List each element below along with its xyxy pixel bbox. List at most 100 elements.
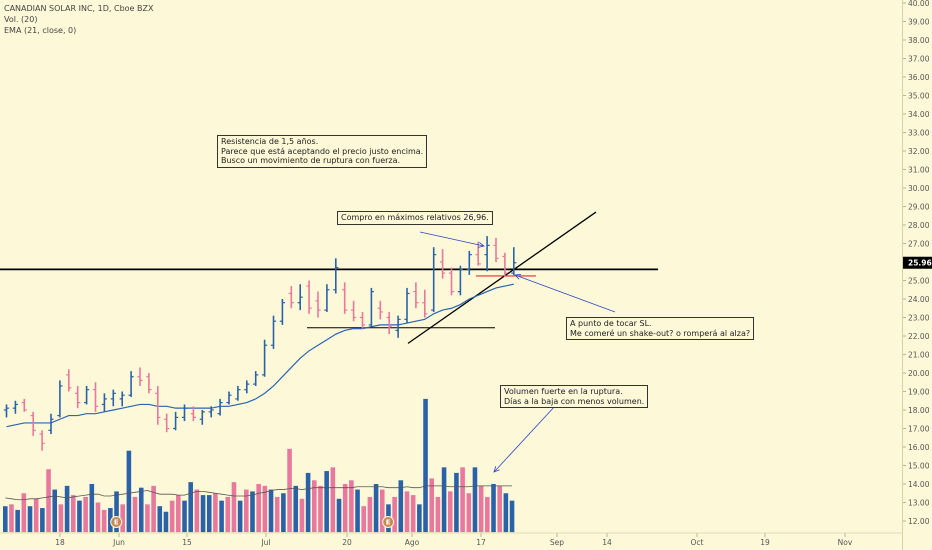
volume-bar — [114, 491, 119, 533]
volume-bar — [379, 489, 385, 533]
ohlc-bar — [466, 250, 472, 275]
price-tick-label: 25.00 — [908, 277, 930, 286]
volume-bar — [293, 485, 299, 533]
ohlc-bar — [199, 410, 205, 425]
ohlc-bar — [48, 413, 54, 435]
price-tick-label: 38.00 — [908, 36, 930, 45]
price-tick-label: 29.00 — [908, 203, 930, 212]
time-tick-label: Oct — [691, 538, 704, 547]
volume-bar — [447, 491, 453, 533]
stop-loss-arrow-shaft — [514, 274, 616, 313]
time-tick-label: Sep — [550, 538, 564, 547]
time-tick-label: Jul — [260, 538, 270, 547]
volume-bar — [478, 485, 484, 533]
volume-bar — [373, 484, 379, 533]
volume-bar — [324, 471, 329, 533]
volume-arrow-head — [493, 466, 500, 473]
volume-bar — [231, 482, 237, 533]
volume-bar — [219, 500, 224, 533]
volume-bar — [225, 496, 231, 533]
price-tick-label: 16.00 — [908, 443, 930, 452]
volume-bar — [299, 498, 305, 533]
volume-bar — [392, 496, 397, 533]
ohlc-bar — [404, 287, 410, 324]
ohlc-bar — [110, 389, 116, 407]
time-tick-label: 19 — [760, 538, 770, 547]
time-tick-label: Jun — [112, 538, 125, 547]
symbol-title[interactable]: CANADIAN SOLAR INC, 1D, Cboe BZX — [4, 4, 154, 13]
ohlc-bar — [324, 284, 330, 312]
volume-bar — [287, 448, 292, 533]
volume-bar — [157, 506, 163, 533]
volume-indicator-label[interactable]: Vol. (20) — [4, 15, 38, 24]
volume-note[interactable]: Volumen fuerte en la ruptura. Días a la … — [500, 385, 649, 408]
volume-bar — [3, 506, 8, 533]
ohlc-bar — [39, 430, 45, 451]
volume-bar — [83, 496, 88, 533]
volume-bar — [349, 480, 354, 533]
ohlc-bar — [306, 280, 312, 314]
volume-bar — [132, 496, 138, 533]
ohlc-bar — [484, 236, 490, 272]
resistance-note[interactable]: Resistencia de 1,5 años. Parece que está… — [217, 135, 428, 168]
volume-bar — [404, 491, 410, 533]
ohlc-bar — [244, 380, 250, 394]
buy-note[interactable]: Compro en máximos relativos 26,96. — [337, 211, 493, 225]
volume-bar — [70, 495, 76, 533]
ohlc-bar — [440, 249, 446, 279]
volume-bar — [256, 484, 261, 533]
ohlc-bar — [208, 406, 214, 418]
price-tick-label: 22.00 — [908, 332, 930, 341]
volume-bar — [472, 467, 478, 533]
volume-bar — [312, 480, 317, 533]
stop-loss-arrow-head — [514, 274, 522, 280]
price-tick-label: 39.00 — [908, 18, 930, 27]
volume-bar — [509, 500, 515, 533]
volume-bar — [485, 496, 490, 533]
ohlc-bar — [128, 371, 134, 398]
price-tick-label: 33.00 — [908, 129, 930, 138]
price-tick-label: 13.00 — [908, 499, 930, 508]
volume-bar — [460, 467, 465, 533]
price-tick-label: 17.00 — [908, 425, 930, 434]
price-tick-label: 30.00 — [908, 184, 930, 193]
ohlc-bar — [164, 413, 170, 433]
volume-bar — [194, 489, 200, 533]
volume-bar — [274, 496, 280, 533]
volume-bar — [429, 478, 434, 533]
ohlc-bar — [190, 406, 196, 422]
volume-bar — [410, 495, 416, 533]
buy-arrow-head — [478, 241, 485, 248]
ohlc-bar — [315, 291, 321, 318]
volume-bar — [244, 489, 249, 533]
ohlc-bar — [502, 252, 508, 277]
time-tick-label: Nov — [838, 538, 853, 547]
price-tick-label: 27.00 — [908, 240, 930, 249]
ohlc-bar — [101, 393, 107, 412]
volume-bar — [466, 493, 472, 533]
volume-bar — [361, 506, 367, 533]
volume-bar — [330, 467, 336, 533]
price-tick-label: 34.00 — [908, 110, 930, 119]
volume-bar — [441, 467, 447, 533]
ohlc-bar — [422, 289, 428, 318]
volume-bar — [250, 491, 255, 533]
buy-arrow — [419, 231, 485, 248]
volume-bar — [182, 500, 187, 533]
price-tick-label: 14.00 — [908, 480, 930, 489]
volume-bar — [342, 484, 348, 533]
ema-indicator-label[interactable]: EMA (21, close, 0) — [4, 26, 77, 35]
volume-bar — [21, 493, 27, 533]
price-tick-label: 23.00 — [908, 314, 930, 323]
price-tick-label: 37.00 — [908, 55, 930, 64]
stop-loss-note[interactable]: A punto de tocar SL. Me comeré un shake-… — [566, 317, 755, 340]
volume-bar — [355, 489, 360, 533]
volume-bar — [163, 511, 169, 533]
ohlc-bar — [253, 371, 259, 386]
ohlc-bar — [395, 315, 401, 338]
buy-arrow-shaft — [419, 231, 485, 247]
volume-bar — [318, 485, 323, 533]
ohlc-bar — [155, 385, 161, 425]
